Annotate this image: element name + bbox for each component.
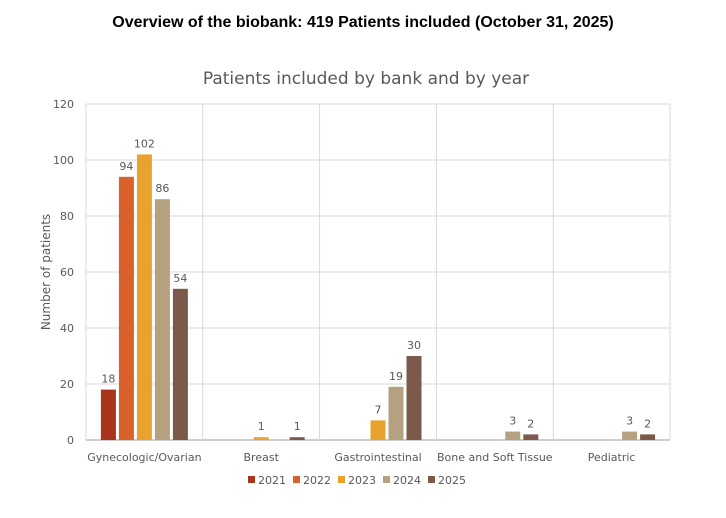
bar-2023 <box>370 420 386 440</box>
x-tick-label: Gastrointestinal <box>334 451 421 464</box>
data-label: 3 <box>626 415 633 428</box>
y-tick-label: 0 <box>67 434 74 447</box>
y-tick-label: 40 <box>60 322 74 335</box>
bar-2022 <box>118 176 134 441</box>
y-tick-label: 20 <box>60 378 74 391</box>
page-title: Overview of the biobank: 419 Patients in… <box>112 14 614 31</box>
y-axis-label: Number of patients <box>39 214 53 330</box>
legend-label: 2025 <box>438 474 466 487</box>
y-tick-label: 100 <box>53 154 74 167</box>
legend-label: 2021 <box>258 474 286 487</box>
legend-label: 2022 <box>303 474 331 487</box>
data-label: 18 <box>101 373 115 386</box>
bar-2024 <box>388 386 404 440</box>
data-label: 30 <box>407 339 421 352</box>
data-label: 2 <box>644 417 651 430</box>
data-label: 19 <box>389 370 403 383</box>
data-label: 3 <box>509 415 516 428</box>
bar-2023 <box>253 437 269 440</box>
data-label: 94 <box>119 160 133 173</box>
x-tick-label: Breast <box>244 451 280 464</box>
x-tick-label: Bone and Soft Tissue <box>437 451 553 464</box>
legend-swatch-2021 <box>248 476 255 483</box>
data-label: 1 <box>294 420 301 433</box>
bar-2024 <box>505 431 521 440</box>
bar-2024 <box>154 199 170 440</box>
y-tick-label: 80 <box>60 210 74 223</box>
data-label: 86 <box>155 182 169 195</box>
y-tick-label: 60 <box>60 266 74 279</box>
legend-swatch-2022 <box>293 476 300 483</box>
bar-2023 <box>136 154 152 440</box>
data-label: 1 <box>258 420 265 433</box>
y-tick-label: 120 <box>53 98 74 111</box>
legend-label: 2023 <box>348 474 376 487</box>
legend-swatch-2024 <box>383 476 390 483</box>
bar-2024 <box>622 431 638 440</box>
bar-2021 <box>100 389 116 440</box>
chart-title: Patients included by bank and by year <box>203 69 529 89</box>
x-tick-label: Gynecologic/Ovarian <box>87 451 201 464</box>
bar-2025 <box>523 434 539 440</box>
bar-2025 <box>640 434 656 440</box>
data-label: 102 <box>134 137 155 150</box>
bar-2025 <box>289 437 305 440</box>
legend-swatch-2025 <box>428 476 435 483</box>
bar-2025 <box>172 288 188 440</box>
legend-swatch-2023 <box>338 476 345 483</box>
bar-2025 <box>406 356 422 440</box>
legend-label: 2024 <box>393 474 421 487</box>
data-label: 7 <box>375 403 382 416</box>
data-label: 54 <box>173 272 187 285</box>
x-tick-label: Pediatric <box>588 451 636 464</box>
data-label: 2 <box>527 417 534 430</box>
